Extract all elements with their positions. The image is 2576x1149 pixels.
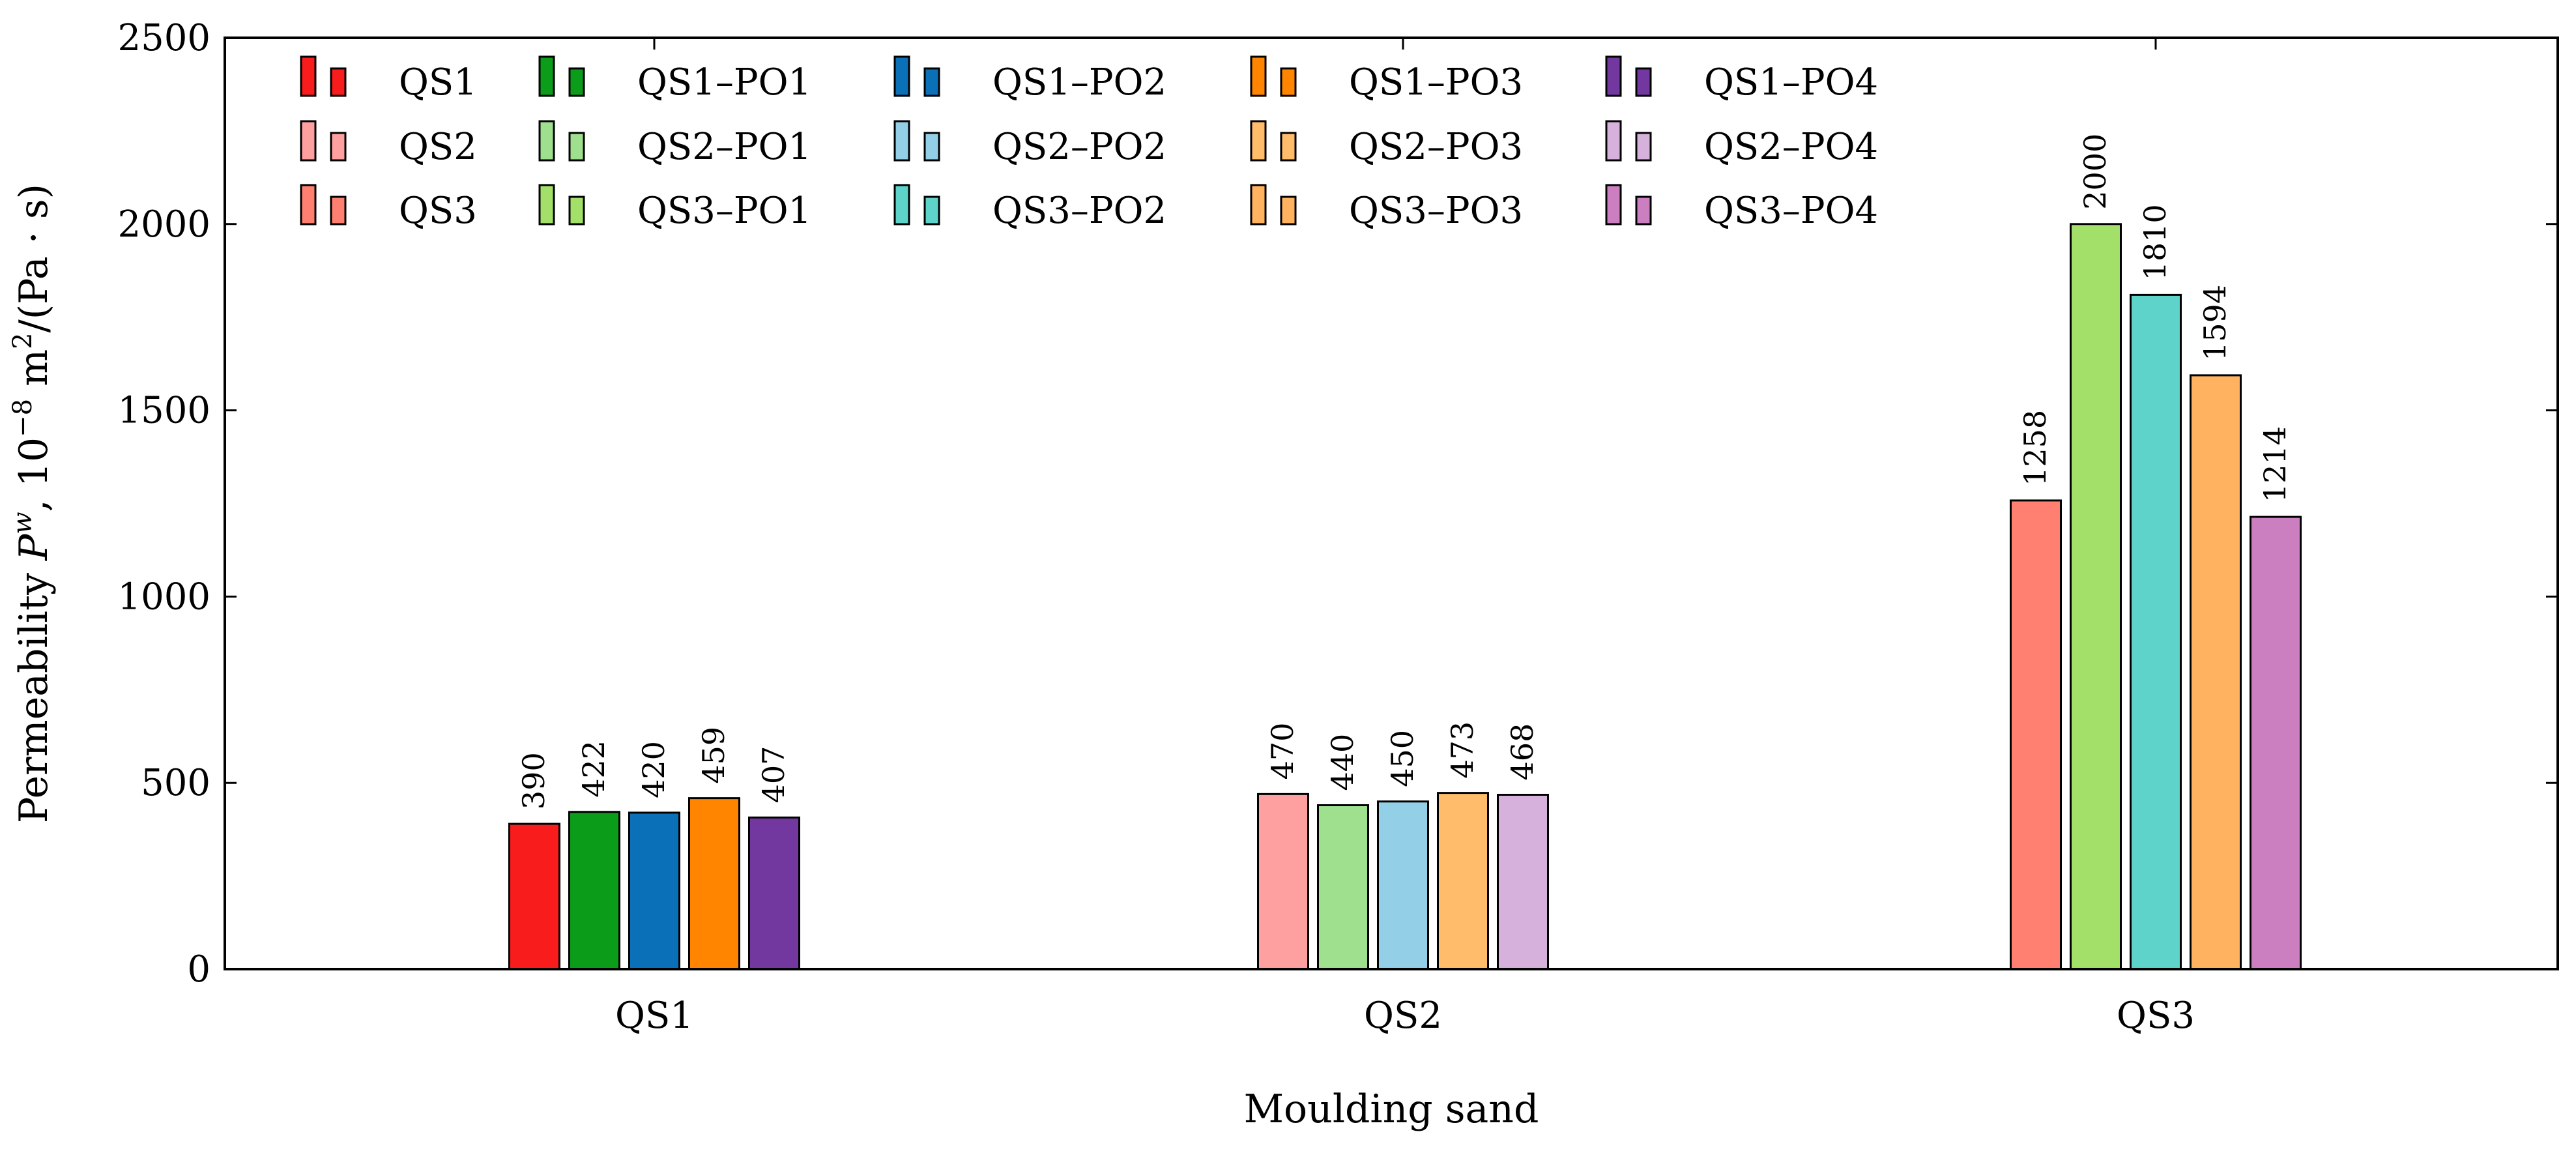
legend-swatch	[1250, 184, 1267, 225]
value-labels-layer: 390 422 420 459 407 470 440 450 473 468 1258 2000 18…	[516, 134, 2293, 809]
plot-frame	[224, 36, 2559, 970]
legend-swatch	[568, 67, 585, 97]
y-tick-label: 500	[141, 762, 210, 804]
legend-label: QS3–PO3	[1349, 190, 1523, 232]
legend-swatch	[330, 132, 347, 162]
x-axis-title: Moulding sand	[1244, 1086, 1539, 1132]
legend-label: QS3–PO4	[1704, 190, 1878, 232]
y-tick-labels: 0 500 1000 1500 2000 2500	[117, 17, 210, 991]
x-tick-label: QS3	[2117, 995, 2195, 1037]
legend-swatch	[1605, 55, 1622, 97]
legend-swatch	[330, 67, 347, 97]
legend-label: QS2–PO2	[992, 126, 1166, 168]
data-label: 1214	[2257, 426, 2293, 502]
data-label: 407	[756, 746, 791, 804]
bar	[568, 811, 620, 970]
bar	[1437, 792, 1489, 970]
legend-label: QS1–PO4	[1704, 61, 1878, 104]
bar	[2190, 374, 2242, 970]
legend-swatch	[538, 184, 555, 225]
legend-swatch	[1250, 120, 1267, 162]
y-tick-label: 1500	[117, 390, 210, 432]
legend-label: QS1–PO2	[992, 61, 1166, 104]
legend-label: QS2–PO3	[1349, 126, 1523, 168]
legend-swatch	[1280, 196, 1297, 225]
y-tick-label: 2500	[117, 17, 210, 59]
data-label: 473	[1445, 721, 1480, 779]
bar	[1497, 793, 1549, 970]
legend-swatch	[538, 120, 555, 162]
y-tick-label: 2000	[117, 203, 210, 246]
x-tick-label: QS1	[615, 995, 693, 1037]
legend-label: QS2–PO1	[637, 126, 811, 168]
legend-label: QS2	[399, 126, 477, 168]
bar	[1377, 800, 1429, 970]
legend-label: QS3	[399, 190, 477, 232]
legend-swatch	[300, 55, 317, 97]
legend-swatch	[1635, 67, 1652, 97]
legend-swatch	[923, 196, 940, 225]
bar	[628, 811, 680, 970]
data-label: 459	[696, 727, 731, 784]
legend-swatch	[300, 184, 317, 225]
legend-swatch	[538, 55, 555, 97]
data-label: 450	[1385, 730, 1420, 787]
y-axis-title: Permeability Pw, 10−8 m2/(Pa · s)	[8, 184, 57, 823]
legend-swatch	[1605, 184, 1622, 225]
bar	[688, 797, 740, 970]
legend-swatch	[923, 67, 940, 97]
legend-swatch	[1280, 132, 1297, 162]
data-label: 470	[1265, 723, 1300, 780]
data-label: 1594	[2197, 285, 2233, 361]
legend-swatch	[1605, 120, 1622, 162]
legend-swatch	[568, 132, 585, 162]
data-label: 2000	[2077, 134, 2113, 210]
bar	[2010, 499, 2062, 970]
bar	[2250, 516, 2302, 970]
legend-label: QS2–PO4	[1704, 126, 1878, 168]
data-label: 420	[636, 741, 671, 798]
legend-swatch	[330, 196, 347, 225]
data-label: 468	[1505, 723, 1540, 781]
legend-label: QS1–PO1	[637, 61, 811, 104]
x-tick-label: QS2	[1364, 995, 1442, 1037]
legend-swatch	[893, 55, 910, 97]
y-tick-label: 1000	[117, 575, 210, 618]
legend-swatch	[893, 184, 910, 225]
y-tick-label: 0	[187, 948, 210, 991]
data-label: 422	[576, 740, 611, 798]
bar	[2130, 293, 2182, 970]
legend-swatch	[893, 120, 910, 162]
data-label: 1810	[2137, 204, 2173, 280]
legend-swatch	[1635, 132, 1652, 162]
bars-layer	[508, 223, 2302, 970]
legend-label: QS1–PO3	[1349, 61, 1523, 104]
x-tick-labels: QS1 QS2 QS3	[615, 995, 2195, 1037]
legend-swatch	[923, 132, 940, 162]
bar	[1257, 793, 1309, 970]
legend-swatch	[1280, 67, 1297, 97]
legend-swatch	[1250, 55, 1267, 97]
data-label: 1258	[2018, 410, 2053, 486]
legend-label: QS3–PO2	[992, 190, 1166, 232]
legend: QS1 QS2 QS3 QS1–PO1 QS2–PO1 QS3–PO1 QS1–PO2 QS2…	[300, 55, 1878, 232]
legend-label: QS1	[399, 61, 477, 104]
legend-swatch	[1635, 196, 1652, 225]
bar	[1317, 804, 1369, 970]
data-label: 390	[516, 752, 551, 809]
bar	[508, 822, 560, 970]
bar	[2070, 223, 2122, 970]
legend-swatch	[300, 120, 317, 162]
legend-label: QS3–PO1	[637, 190, 811, 232]
bar	[748, 816, 800, 970]
legend-swatch	[568, 196, 585, 225]
data-label: 440	[1325, 734, 1360, 791]
